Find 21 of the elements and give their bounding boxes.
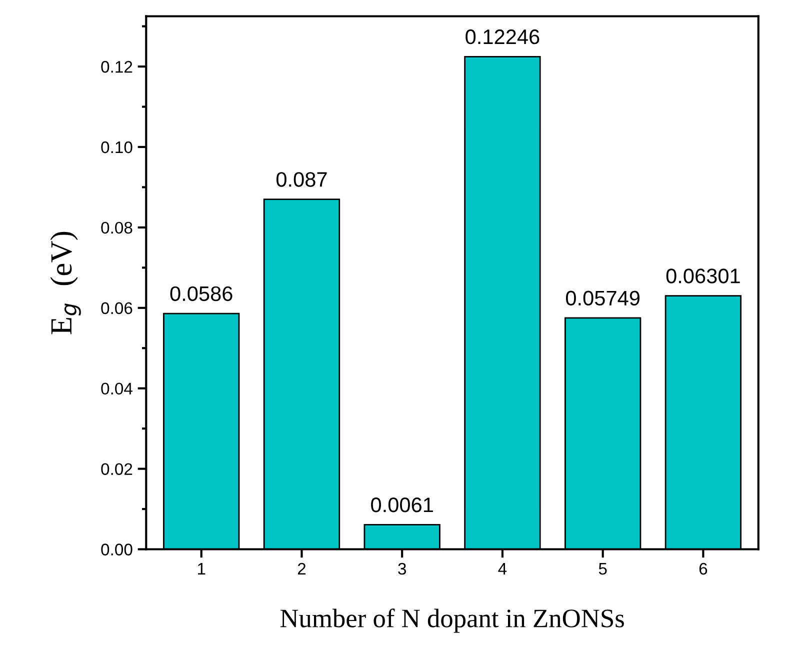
y-tick-label: 0.08 (101, 222, 132, 234)
data-label: 0.12246 (466, 29, 540, 44)
data-label: 0.06301 (666, 268, 740, 284)
x-tick-label: 3 (398, 562, 406, 575)
x-tick-label: 1 (198, 563, 206, 575)
data-label: 0.087 (276, 172, 327, 187)
y-tick-label: 0.04 (101, 382, 132, 395)
y-tick-label: 0.10 (101, 141, 132, 154)
data-label: 0.0061 (371, 498, 433, 512)
y-tick-label: 0.02 (101, 463, 132, 475)
y-tick-label: 0.12 (101, 60, 132, 73)
data-label: 0.0586 (170, 286, 232, 302)
x-tick-label: 2 (298, 562, 306, 575)
x-tick-label: 5 (598, 563, 607, 575)
data-label: 0.05749 (566, 290, 640, 306)
y-axis-title: E$_{g}$ (eV) (50, 232, 81, 334)
x-tick-label: 4 (498, 563, 507, 575)
y-tick-label: 0.06 (101, 302, 132, 314)
y-tick-label: 0.00 (101, 544, 132, 556)
x-axis-title: Number of N dopant in ZnONSs (280, 608, 624, 633)
x-tick-label: 6 (699, 562, 708, 575)
